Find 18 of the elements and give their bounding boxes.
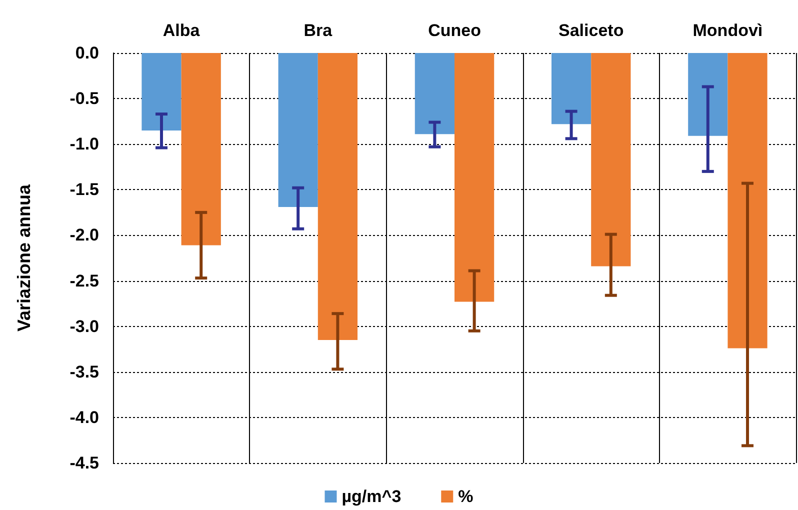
x-tick-label: Alba: [162, 21, 200, 40]
y-tick-label: -3.0: [70, 316, 99, 336]
y-tick-label: -4.5: [70, 454, 99, 472]
y-tick-label: -2.5: [70, 271, 99, 290]
y-tick-label: -3.5: [70, 362, 99, 382]
y-tick-label: -4.0: [70, 408, 99, 427]
x-tick-label: Cuneo: [428, 21, 481, 40]
legend-label: µg/m^3: [342, 487, 402, 506]
y-tick-label: -2.0: [70, 226, 99, 245]
y-tick-label: 0.0: [75, 44, 99, 62]
x-tick-label: Mondovì: [692, 21, 763, 40]
y-tick-label: -1.5: [70, 180, 99, 200]
x-tick-label: Saliceto: [558, 21, 624, 40]
y-tick-label: -1.0: [70, 134, 99, 154]
legend-label: %: [458, 487, 474, 506]
x-tick-label: Bra: [304, 21, 333, 40]
y-tick-label: -0.5: [70, 89, 99, 108]
y-axis-title: Variazione annua: [14, 183, 34, 332]
